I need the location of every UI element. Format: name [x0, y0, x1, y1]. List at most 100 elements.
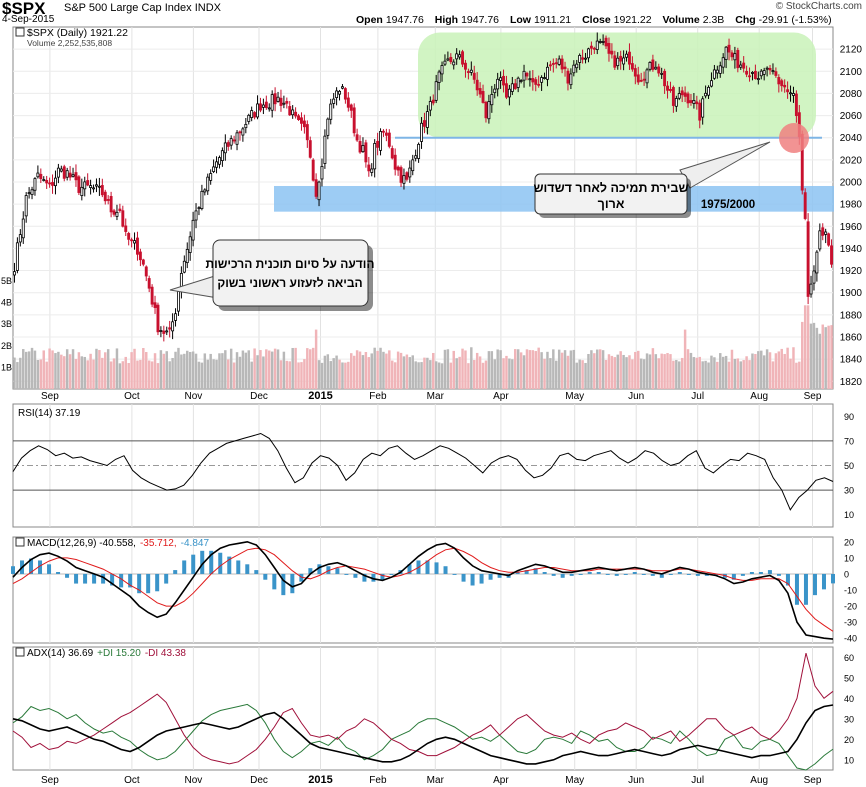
close-label: Close — [582, 14, 611, 26]
volume-bar — [461, 348, 464, 389]
candle-body — [177, 290, 180, 312]
volume-bar — [311, 347, 315, 389]
candle-body — [584, 57, 587, 60]
volume-bar — [183, 353, 186, 389]
candle-body — [449, 56, 453, 63]
macd-histogram-bar — [83, 573, 88, 584]
volume-label: Volume — [662, 14, 700, 26]
volume-bar — [578, 359, 581, 389]
candle-body — [127, 233, 131, 240]
macd-histogram-bar — [659, 573, 664, 578]
candle-body — [724, 46, 728, 60]
macd-histogram-bar — [218, 552, 223, 574]
candle-body — [425, 111, 429, 128]
volume-bar — [136, 360, 139, 389]
adx-panel-frame — [12, 646, 834, 771]
macd-histogram-bar — [56, 572, 61, 574]
candle-body — [756, 78, 760, 81]
volume-bar — [467, 363, 470, 389]
volume-bar — [80, 356, 84, 389]
volume-bar — [593, 353, 596, 389]
volume-bar — [543, 358, 546, 389]
volume-bar — [584, 362, 587, 389]
volume-bar — [92, 359, 95, 389]
volume-bar — [186, 350, 189, 389]
candle-body — [572, 64, 576, 74]
candle-body — [830, 245, 833, 265]
candle-body — [531, 78, 535, 83]
candle-body — [423, 120, 426, 127]
candle-body — [89, 185, 93, 188]
candle-body — [103, 191, 107, 202]
macd-histogram-bar — [623, 573, 628, 575]
volume-bar — [736, 358, 740, 389]
price-axis-label: 1920 — [840, 266, 863, 277]
macd-histogram-bar — [695, 573, 700, 576]
candle-body — [569, 73, 573, 86]
candle-body — [537, 83, 541, 86]
rsi-line — [12, 432, 834, 511]
volume-bar — [227, 359, 230, 389]
volume-bar — [464, 350, 467, 389]
macd-histogram-bar — [479, 573, 484, 584]
volume-bar — [86, 360, 89, 389]
volume-bar — [830, 325, 833, 389]
candle-body — [59, 168, 63, 172]
candle-body — [701, 98, 705, 118]
volume-bar — [654, 354, 658, 389]
macd-histogram-bar — [128, 573, 133, 588]
macd-histogram-bar — [236, 560, 241, 574]
candle-body — [786, 89, 790, 93]
candle-body — [774, 71, 778, 76]
volume-bar — [156, 363, 160, 389]
candle-body — [349, 104, 353, 111]
volume-bar — [45, 361, 48, 389]
volume-bar — [124, 356, 127, 389]
price-axis-label: 1980 — [840, 200, 863, 211]
volume-bar — [481, 362, 485, 389]
candle-body — [505, 83, 508, 98]
volume-bar — [347, 361, 350, 389]
candle-body — [279, 97, 283, 106]
volume-bar — [65, 349, 69, 389]
volume-bar — [420, 362, 423, 389]
candle-body — [256, 103, 259, 118]
candle-body — [516, 77, 520, 88]
candle-body — [534, 79, 538, 85]
candle-body — [387, 132, 391, 147]
candle-body — [338, 90, 341, 95]
ticker-symbol: $SPX — [2, 0, 46, 18]
candle-body — [282, 102, 286, 105]
macd-legend: MACD(12,26,9) -40.558, -35.712, -4.847 — [27, 538, 209, 549]
volume-bar — [616, 354, 619, 389]
macd-histogram-bar — [731, 573, 736, 580]
support-break-text-1: שבירת תמיכה לאחר דשדוש — [533, 181, 688, 195]
volume-bar — [218, 353, 221, 389]
rsi-axis-label: 70 — [844, 436, 854, 446]
volume-bar — [801, 321, 804, 389]
candle-body — [827, 233, 831, 246]
candle-body — [405, 172, 409, 180]
price-legend-swatch — [15, 27, 25, 37]
volume-bar — [496, 349, 499, 389]
volume-bar — [675, 359, 678, 389]
candle-body — [235, 132, 239, 145]
minus-di-line — [12, 652, 834, 765]
candle-body — [616, 57, 620, 67]
volume-bar — [774, 353, 778, 389]
volume-bar — [458, 356, 461, 389]
candle-body — [259, 103, 262, 111]
macd-histogram-bar — [290, 573, 295, 594]
candle-body — [332, 98, 336, 104]
adx-axis-label: 50 — [844, 673, 854, 683]
macd-histogram-bar — [191, 554, 196, 574]
volume-bar — [60, 354, 63, 389]
candle-body — [809, 283, 813, 295]
candle-body — [695, 101, 699, 105]
candle-body — [674, 98, 678, 107]
volume-bar — [511, 359, 514, 389]
macd-axis-label: -20 — [844, 602, 857, 612]
volume-bar — [505, 355, 508, 389]
volume-bar — [13, 357, 16, 389]
